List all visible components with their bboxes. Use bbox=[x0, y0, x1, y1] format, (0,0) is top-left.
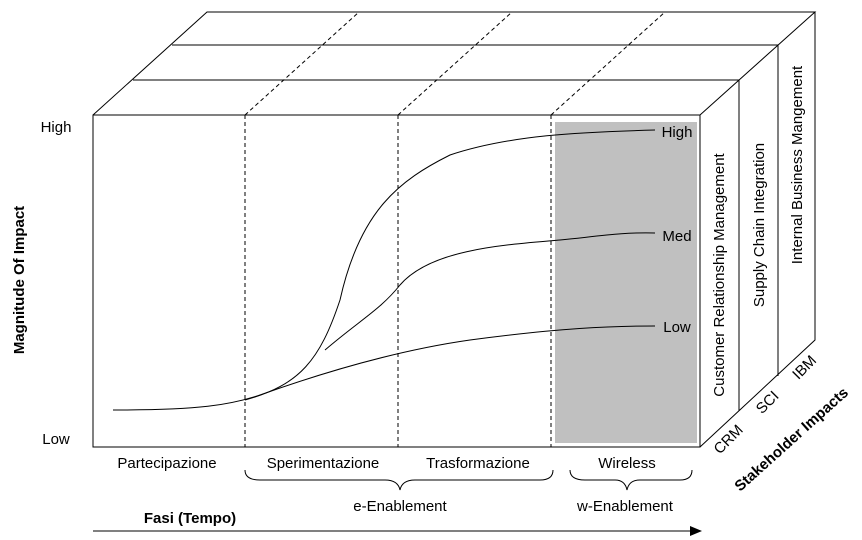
y-axis-label: Magnitude Of Impact bbox=[11, 206, 28, 354]
braces bbox=[244, 469, 693, 491]
phase-dividers bbox=[244, 115, 552, 447]
curve-label: Med bbox=[662, 228, 691, 245]
time-arrow bbox=[93, 526, 702, 536]
group-label: e-Enablement bbox=[353, 498, 447, 515]
layer-name: Internal Business Mangement bbox=[789, 65, 806, 264]
phase-label: Partecipazione bbox=[117, 455, 216, 472]
phase-label: Sperimentazione bbox=[267, 455, 380, 472]
phase-label: Trasformazione bbox=[426, 455, 530, 472]
layer-short: SCI bbox=[753, 388, 783, 418]
layer-short: IBM bbox=[789, 352, 820, 383]
y-low: Low bbox=[42, 431, 70, 448]
front-face bbox=[92, 114, 701, 448]
group-label: w-Enablement bbox=[576, 498, 674, 515]
curves bbox=[112, 129, 656, 411]
wireless-highlight bbox=[555, 122, 697, 443]
layer-short: CRM bbox=[711, 422, 747, 458]
right-face bbox=[699, 12, 816, 448]
layer-name: Customer Relationship Management bbox=[711, 152, 728, 396]
top-face bbox=[92, 11, 817, 116]
curve-label: High bbox=[662, 124, 693, 141]
y-high: High bbox=[41, 119, 72, 136]
x-axis-label: Fasi (Tempo) bbox=[144, 510, 236, 527]
curve-label: Low bbox=[663, 319, 691, 336]
phase-label: Wireless bbox=[598, 455, 656, 472]
layer-name: Supply Chain Integration bbox=[751, 143, 768, 307]
